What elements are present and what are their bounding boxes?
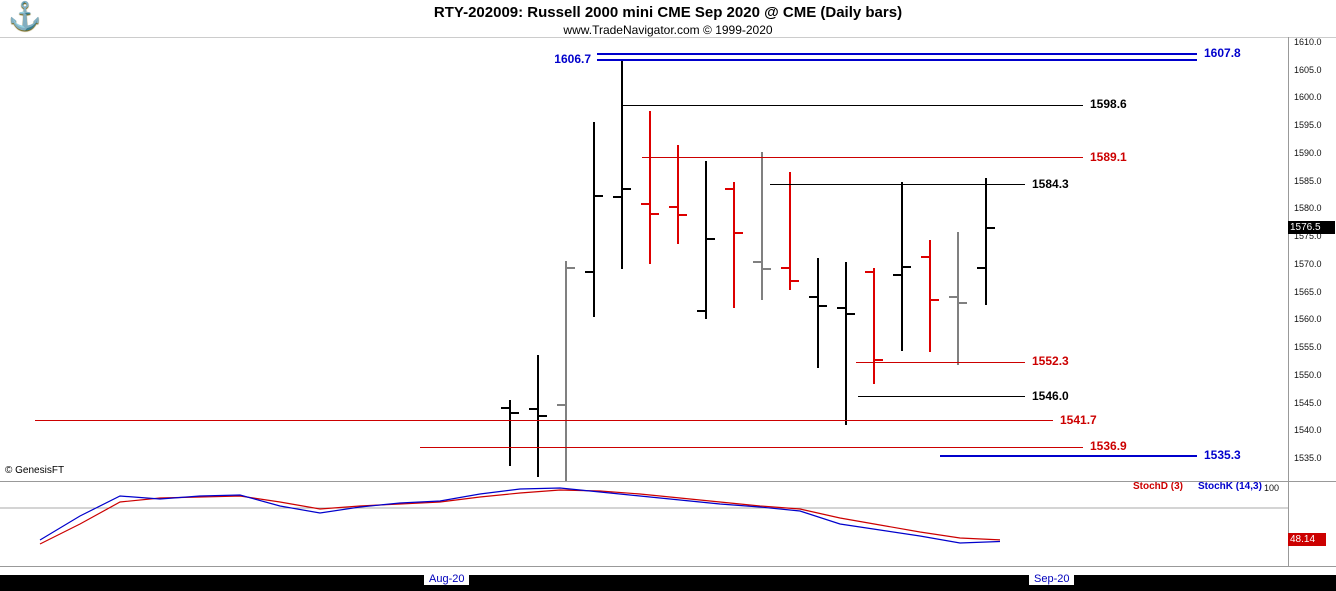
bar-close-tick [539,415,547,418]
bar-open-tick [809,296,817,299]
bar-close-tick [707,237,715,240]
price-bar [985,177,987,305]
bar-close-tick [567,266,575,269]
bar-open-tick [837,307,845,310]
y-axis-tick-label: 1575.0 [1294,231,1322,242]
price-bar [537,355,539,478]
y-axis-tick-label: 1605.0 [1294,64,1322,75]
y-axis-tick-label: 1560.0 [1294,314,1322,325]
price-chart-canvas[interactable] [0,0,1288,481]
bar-open-tick [725,187,733,190]
chart-top-border [0,37,1336,38]
bar-close-tick [959,301,967,304]
bar-open-tick [893,273,901,276]
price-bar [817,257,819,368]
y-axis-tick-label: 1585.0 [1294,175,1322,186]
bar-open-tick [557,404,565,407]
y-axis-tick-label: 1550.0 [1294,369,1322,380]
genesis-anchor-logo: ⚓ [8,1,42,31]
bar-open-tick [921,256,929,259]
y-axis-tick-label: 1545.0 [1294,397,1322,408]
y-axis-tick-label: 1565.0 [1294,286,1322,297]
bar-close-tick [763,268,771,271]
y-axis-tick-label: 1590.0 [1294,147,1322,158]
bar-close-tick [987,226,995,229]
price-bar [565,261,567,481]
bar-open-tick [865,271,873,274]
bar-open-tick [781,266,789,269]
bar-close-tick [679,214,687,217]
price-bar [593,122,595,317]
bar-open-tick [697,310,705,312]
price-stoch-separator [0,481,1336,482]
y-axis-tick-label: 1535.0 [1294,453,1322,463]
bar-close-tick [931,298,939,301]
bar-close-tick [735,232,743,235]
chart-title: RTY-202009: Russell 2000 mini CME Sep 20… [433,4,903,21]
bar-close-tick [847,312,855,315]
price-bar [873,267,875,385]
bar-open-tick [501,407,509,410]
price-bar [509,399,511,467]
chart-subtitle: www.TradeNavigator.com © 1999-2020 [563,23,773,37]
price-bar [845,262,847,425]
bottom-toolbar [0,575,1336,591]
bar-close-tick [791,279,799,282]
price-bar [621,60,623,270]
last-price-box: 1576.5 [1288,221,1335,234]
bar-open-tick [977,266,985,269]
genesisft-copyright: © GenesisFT [5,465,65,476]
price-bar [901,181,903,352]
bar-open-tick [585,271,593,274]
price-bar [929,240,931,352]
price-bar [957,232,959,365]
y-axis-tick-label: 1555.0 [1294,342,1322,353]
bar-open-tick [669,206,677,209]
y-axis-tick-label: 1610.0 [1294,37,1322,47]
price-bar [649,111,651,264]
bar-close-tick [511,411,519,414]
y-axis-tick-label: 1595.0 [1294,120,1322,131]
stochk-legend-label: StochK (14,3) [1198,481,1262,492]
y-axis-tick-label: 1600.0 [1294,92,1322,103]
stoch-scale-100-label: 100 [1264,483,1280,493]
price-bar [677,144,679,245]
y-axis-tick-label: 1570.0 [1294,258,1322,269]
bar-open-tick [949,296,957,299]
stoch-value-box: 48.14 [1288,533,1326,546]
bar-close-tick [903,265,911,268]
chart-header: ⚓ RTY-202009: Russell 2000 mini CME Sep … [0,0,1336,38]
x-axis-label-aug: Aug-20 [424,573,470,585]
bar-open-tick [529,408,537,411]
price-bar [705,161,707,320]
x-axis-label-sep: Sep-20 [1029,573,1075,585]
bar-open-tick [641,202,649,205]
axis-vertical-separator [1288,37,1289,566]
y-axis-tick-label: 1540.0 [1294,425,1322,436]
price-bar [789,171,791,290]
bar-open-tick [753,261,761,264]
bar-close-tick [651,212,659,215]
bar-close-tick [875,358,883,361]
price-bar [761,151,763,300]
bar-open-tick [613,196,621,199]
date-axis[interactable]: Aug-20 Sep-20 [0,566,1336,591]
stochd-legend-label: StochD (3) [1133,481,1183,492]
bar-close-tick [623,187,631,190]
bar-close-tick [595,194,603,197]
bar-close-tick [819,305,827,308]
y-axis-tick-label: 1580.0 [1294,203,1322,214]
price-bar [733,181,735,309]
stoch-bottom-border [0,566,1336,567]
